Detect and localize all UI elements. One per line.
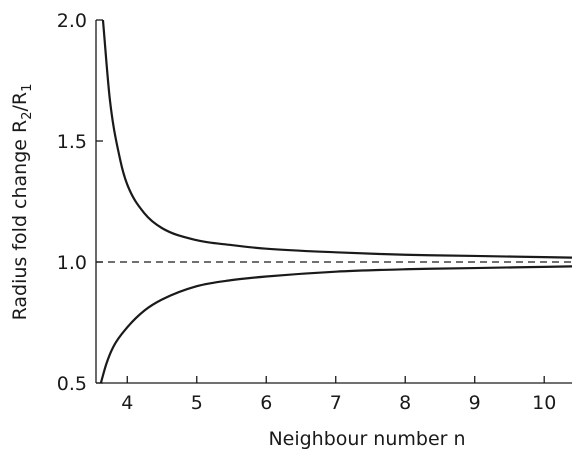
x-axis-title: Neighbour number n — [268, 428, 465, 450]
x-tick-label: 8 — [399, 392, 411, 414]
x-tick-label: 9 — [469, 392, 481, 414]
axes — [95, 20, 572, 384]
curve-series-2 — [99, 265, 572, 383]
plot-lines — [96, 20, 572, 383]
y-axis-title-sub1: 2 — [20, 112, 35, 120]
y-axis-title-text: Radius fold change R2/R1 — [9, 84, 35, 321]
x-tick-label: 4 — [121, 392, 133, 414]
curve-series-1 — [101, 20, 572, 259]
y-tick-label: 2.0 — [57, 10, 87, 32]
y-axis-title-sub2: 1 — [20, 84, 35, 92]
x-tick-label: 5 — [191, 392, 203, 414]
x-tick-label: 6 — [260, 392, 272, 414]
x-tick-label: 7 — [330, 392, 342, 414]
x-tick-label: 10 — [532, 392, 556, 414]
ticks: 4 5 6 7 8 9 10 0.5 1.0 1.5 2.0 — [57, 10, 557, 414]
y-axis-title: Radius fold change R2/R1 — [9, 84, 35, 321]
y-tick-label: 1.5 — [57, 131, 87, 153]
y-axis-title-slash: /R — [9, 92, 31, 112]
y-tick-label: 1.0 — [57, 252, 87, 274]
y-axis-title-main: Radius fold change R — [9, 120, 31, 321]
y-tick-label: 0.5 — [57, 373, 87, 395]
